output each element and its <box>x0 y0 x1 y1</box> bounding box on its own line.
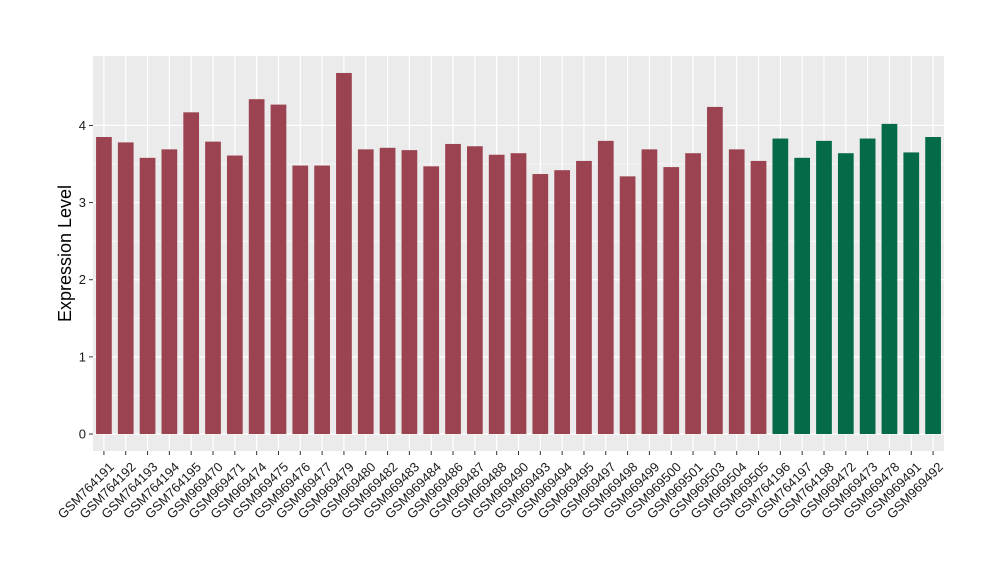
bar-GSM764198 <box>816 140 832 435</box>
bar-GSM969472 <box>837 153 854 435</box>
bars <box>96 72 941 435</box>
bar-GSM764191 <box>96 137 112 435</box>
y-tick-label: 1 <box>79 349 86 364</box>
bar-GSM969470 <box>205 141 221 435</box>
bar-GSM764193 <box>139 157 156 435</box>
y-axis: 0 1 2 3 4 <box>79 118 93 442</box>
y-tick-label: 0 <box>79 427 86 442</box>
bar-GSM764196 <box>772 138 789 435</box>
bar-GSM969477 <box>314 165 330 435</box>
bar-GSM969493 <box>532 174 549 435</box>
bar-GSM969486 <box>445 143 461 435</box>
bar-GSM969487 <box>467 146 483 435</box>
bar-GSM969480 <box>357 149 374 435</box>
bar-GSM969497 <box>597 140 614 435</box>
bar-GSM764192 <box>117 142 134 435</box>
bar-GSM969500 <box>663 167 680 435</box>
bar-GSM969505 <box>750 160 767 435</box>
bar-GSM764194 <box>161 149 178 435</box>
bar-GSM969495 <box>576 160 592 435</box>
bar-GSM969478 <box>881 123 898 435</box>
bar-GSM969501 <box>685 153 701 435</box>
x-axis: GSM764191GSM764192GSM764193GSM764194GSM7… <box>55 451 946 522</box>
bar-GSM764195 <box>183 112 200 435</box>
bar-GSM969482 <box>379 147 396 435</box>
bar-GSM764197 <box>794 157 811 435</box>
bar-GSM969498 <box>619 176 636 435</box>
bar-GSM969494 <box>554 170 570 435</box>
bar-GSM969503 <box>707 106 723 435</box>
bar-GSM969476 <box>292 165 309 435</box>
bar-GSM969491 <box>903 152 920 435</box>
bar-GSM969488 <box>488 154 505 435</box>
bar-GSM969474 <box>248 99 265 435</box>
bar-GSM969504 <box>728 149 745 435</box>
y-axis-title: Expression Level <box>55 185 75 322</box>
y-tick-label: 4 <box>79 118 86 133</box>
bar-GSM969471 <box>226 155 243 435</box>
bar-GSM969483 <box>401 150 418 435</box>
bar-GSM969484 <box>423 166 440 435</box>
bar-GSM969473 <box>859 138 876 435</box>
bar-GSM969475 <box>270 104 287 435</box>
bar-GSM969490 <box>510 153 527 435</box>
bar-GSM969479 <box>336 72 352 435</box>
y-tick-label: 2 <box>79 272 86 287</box>
bar-GSM969492 <box>925 137 941 435</box>
bar-GSM969499 <box>641 149 658 435</box>
y-tick-label: 3 <box>79 195 86 210</box>
